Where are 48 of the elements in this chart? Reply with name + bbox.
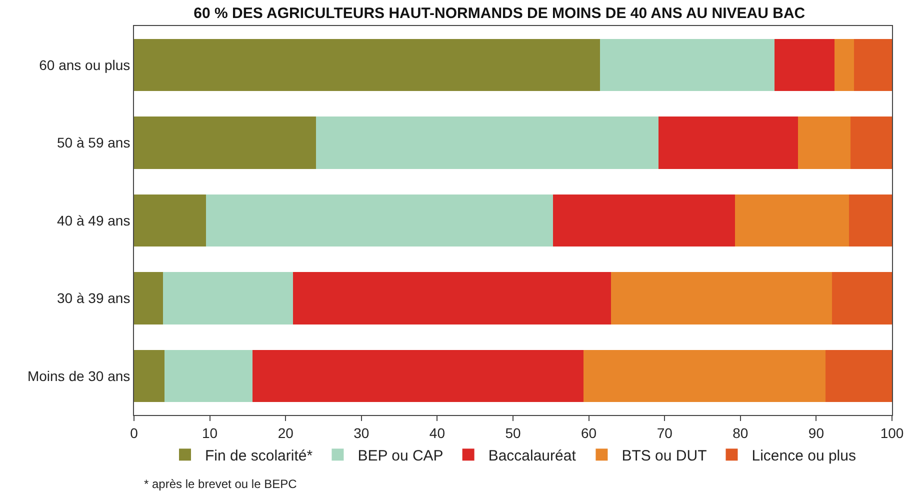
bar <box>293 272 611 324</box>
bar <box>252 350 584 402</box>
bar <box>658 116 798 169</box>
legend-label: Licence ou plus <box>752 447 856 464</box>
bar <box>834 38 854 91</box>
text: * après le brevet ou le BEPC <box>144 477 298 491</box>
y-tick-label: 30 à 39 ans <box>57 290 130 306</box>
chart-title: 60 % DES AGRICULTEURS HAUT-NORMANDS DE MOINS DE 40 ANS AU NIVEAU BAC <box>194 4 806 22</box>
x-tick-label: 70 <box>656 424 673 441</box>
x-tick-label: 20 <box>278 424 294 441</box>
bar <box>162 272 294 324</box>
bar <box>316 116 659 169</box>
x-tick-label: 80 <box>732 424 748 441</box>
bar <box>600 38 775 91</box>
legend-label: BEP ou CAP <box>358 447 444 464</box>
bar <box>134 194 206 247</box>
y-tick-label: 60 ans ou plus <box>39 56 130 73</box>
bar <box>206 194 554 247</box>
bar <box>164 350 252 402</box>
x-tick-label: 0 <box>130 424 138 441</box>
legend-label: BTS ou DUT <box>622 447 707 464</box>
bar <box>774 38 834 91</box>
bar <box>134 38 600 91</box>
bar <box>798 116 850 169</box>
y-tick-label: Moins de 30 ans <box>27 368 130 384</box>
x-tick-label: 40 <box>429 424 446 441</box>
bar <box>583 350 826 402</box>
bar <box>832 272 892 324</box>
bar <box>134 116 316 169</box>
legend-label: Baccalauréat <box>488 447 577 464</box>
y-tick-label: 50 à 59 ans <box>57 134 130 151</box>
legend-label: Fin de scolarité* <box>205 447 313 464</box>
x-tick-label: 10 <box>202 424 218 441</box>
bar <box>134 350 164 402</box>
bar <box>848 194 892 247</box>
bar <box>735 194 849 247</box>
bar <box>825 350 892 402</box>
x-tick-label: 100 <box>880 424 904 441</box>
x-tick-label: 50 <box>505 424 521 441</box>
bar <box>134 272 163 324</box>
bar <box>850 116 892 169</box>
x-tick-label: 30 <box>354 424 370 441</box>
x-tick-label: 90 <box>808 424 824 441</box>
x-tick-label: 60 <box>581 424 597 441</box>
y-tick-label: 40 à 49 ans <box>57 212 130 228</box>
bar <box>610 272 832 324</box>
bar <box>553 194 736 247</box>
bar <box>854 38 892 91</box>
